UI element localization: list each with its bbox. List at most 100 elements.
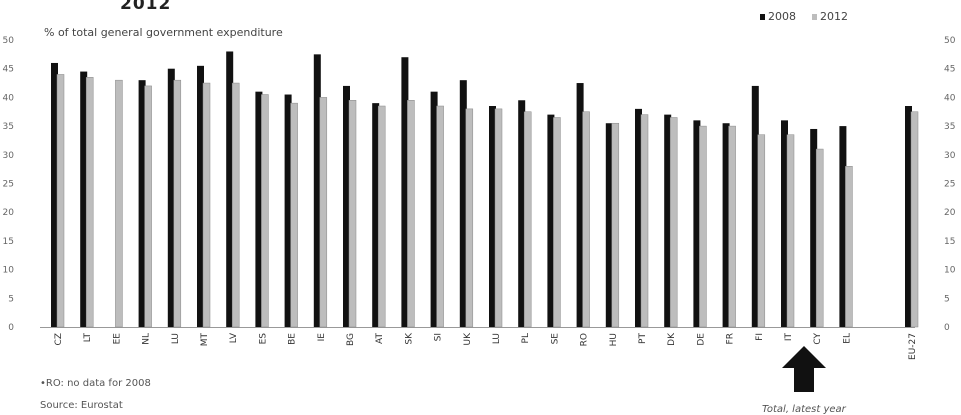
chart-footnote: •RO: no data for 2008 [40, 378, 151, 389]
bar-2012-fi [757, 134, 766, 328]
x-tick-label: LV [229, 332, 239, 343]
legend-item-2008: 2008 [760, 10, 796, 23]
x-tick-label: LU [492, 333, 502, 344]
bar-2008-fr [722, 123, 730, 327]
x-tick-label: CZ [54, 333, 64, 345]
bar-2008-sk [401, 57, 409, 327]
y-tick-label-right: 45 [944, 65, 955, 75]
bar-2012-hu [611, 122, 620, 328]
x-tick-label: UK [463, 332, 473, 346]
chart-source: Source: Eurostat [40, 400, 123, 411]
bar-2008-fi [751, 85, 759, 327]
y-tick-label-left: 10 [3, 266, 15, 276]
bar-2008-cz [51, 62, 58, 328]
bar-2008-lu [489, 106, 496, 327]
x-tick-label: IE [317, 333, 327, 342]
bar-2012-uk [465, 108, 474, 328]
x-tick-label: EL [842, 333, 852, 344]
legend-label-2012: 2012 [820, 10, 848, 23]
bar-2012-lu [173, 79, 182, 328]
x-tick-label: DK [667, 332, 677, 346]
x-tick-label: CY [813, 332, 823, 344]
bar-2012-lv [231, 82, 240, 328]
y-tick-label-left: 25 [3, 180, 14, 190]
bar-2012-es [261, 94, 269, 328]
header-title-fragment: 2012 [120, 0, 172, 14]
bar-2008-it [781, 120, 788, 327]
x-tick-label: IT [784, 333, 794, 342]
bar-2012-lu [494, 108, 503, 328]
bar-2012-lt [85, 77, 94, 328]
legend-swatch-2012 [812, 13, 817, 20]
bar-2012-mt [202, 82, 211, 328]
y-tick-label-left: 35 [3, 122, 14, 132]
y-tick-label-right: 0 [944, 323, 950, 333]
x-tick-label: RO [580, 333, 590, 346]
y-tick-label-left: 15 [3, 237, 14, 247]
y-tick-label-left: 5 [8, 294, 14, 304]
y-tick-label-right: 20 [944, 208, 956, 218]
bar-2008-dk [664, 114, 672, 328]
bar-2008-ie [313, 54, 321, 327]
bar-2008-pl [518, 100, 526, 328]
y-tick-label-left: 45 [3, 65, 14, 75]
y-tick-label-right: 5 [944, 294, 950, 304]
bar-2012-de [699, 125, 707, 328]
chart-legend: 2008 2012 [760, 10, 848, 23]
x-tick-label: PL [521, 333, 531, 343]
y-tick-label-left: 40 [3, 93, 15, 103]
bar-2008-nl [138, 80, 146, 328]
x-tick-label: SI [434, 333, 444, 341]
bar-2012-eu-27 [910, 111, 919, 328]
y-axis-label: % of total general government expenditur… [44, 26, 283, 39]
bar-2012-fr [728, 125, 736, 328]
bar-2008-lt [80, 71, 88, 327]
bar-2012-pt [640, 114, 649, 328]
bar-2012-ie [319, 97, 328, 328]
legend-item-2012: 2012 [812, 10, 848, 23]
x-tick-label: MT [200, 333, 210, 347]
bar-2008-si [430, 91, 438, 327]
x-tick-label: BG [346, 333, 356, 346]
bar-2008-eu-27 [905, 106, 912, 327]
bar-2008-lv [226, 51, 234, 327]
bar-2008-mt [197, 65, 204, 327]
x-tick-label: NL [142, 333, 152, 345]
bar-2008-hu [605, 123, 613, 327]
bar-2008-pt [635, 108, 642, 327]
y-tick-label-right: 35 [944, 122, 955, 132]
y-tick-label-right: 25 [944, 180, 955, 190]
x-tick-label: HU [609, 333, 619, 346]
bar-2012-si [436, 105, 444, 328]
x-tick-label: SE [550, 333, 560, 345]
up-arrow-icon [782, 346, 826, 392]
bar-2012-at [377, 105, 386, 328]
bar-2008-be [284, 94, 292, 327]
bar-2008-el [839, 126, 847, 327]
x-tick-label: LU [171, 333, 181, 344]
bar-2008-bg [343, 85, 350, 327]
bar-2012-cy [815, 148, 824, 328]
y-tick-label-right: 10 [944, 266, 956, 276]
bar-2008-uk [459, 80, 467, 328]
bar-2008-ro [576, 83, 584, 327]
bar-2008-at [372, 103, 380, 327]
x-tick-label: SK [404, 332, 414, 345]
y-tick-label-left: 50 [3, 36, 15, 46]
y-tick-label-left: 30 [3, 151, 15, 161]
bar-2012-be [290, 102, 298, 328]
bar-2012-nl [144, 85, 152, 328]
x-tick-label: PT [638, 333, 648, 344]
bar-2012-sk [407, 100, 415, 328]
x-tick-label: BE [288, 333, 298, 345]
bar-2008-cy [810, 128, 818, 327]
y-tick-label-right: 30 [944, 151, 956, 161]
legend-swatch-2008 [760, 13, 765, 20]
x-tick-label: DE [696, 333, 706, 346]
bar-2008-es [255, 91, 263, 327]
y-tick-label-right: 50 [944, 36, 956, 46]
x-tick-label: FI [755, 333, 765, 341]
x-tick-label: LT [83, 333, 93, 343]
bar-2012-cz [56, 74, 65, 328]
